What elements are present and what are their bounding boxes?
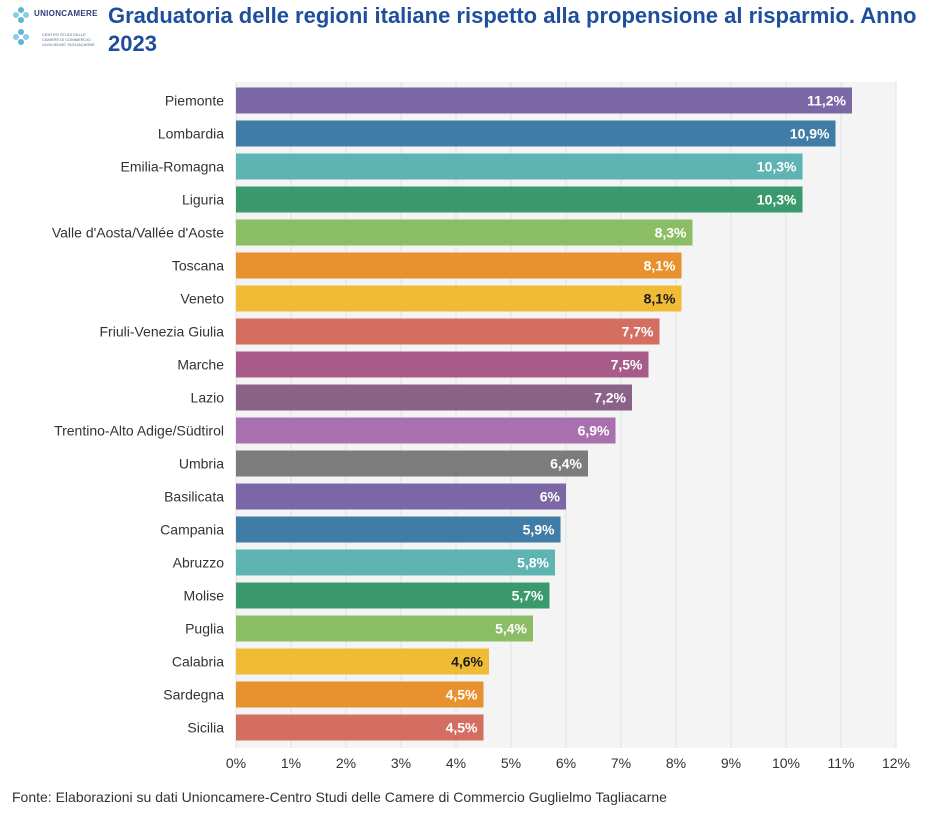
category-label: Valle d'Aosta/Vallée d'Aoste (52, 225, 224, 241)
data-label: 4,5% (446, 720, 478, 736)
x-tick-label: 9% (721, 755, 741, 771)
category-label: Marche (177, 357, 224, 373)
bar (236, 87, 852, 114)
bar (236, 483, 566, 510)
category-label: Friuli-Venezia Giulia (100, 324, 225, 340)
x-tick-label: 7% (611, 755, 631, 771)
data-label: 6% (540, 489, 561, 505)
logo-flower-small-icon (13, 29, 29, 45)
bar (236, 681, 484, 708)
bar (236, 582, 550, 609)
data-label: 10,9% (790, 126, 830, 142)
category-label: Calabria (172, 654, 224, 670)
bar (236, 615, 533, 642)
x-tick-label: 3% (391, 755, 411, 771)
bar (236, 153, 803, 180)
bar (236, 549, 555, 576)
bar (236, 285, 682, 312)
data-label: 7,5% (611, 357, 643, 373)
data-label: 8,1% (644, 291, 676, 307)
logo-brand-text: UNIONCAMERE (34, 9, 98, 18)
category-label: Sardegna (163, 687, 224, 703)
category-label: Abruzzo (173, 555, 225, 571)
category-label: Piemonte (165, 93, 224, 109)
x-tick-label: 11% (828, 755, 855, 771)
source-note: Fonte: Elaborazioni su dati Unioncamere-… (12, 789, 667, 805)
logo-subtext: CENTRO STUDI DELLE CAMERE DI COMMERCIO G… (42, 32, 95, 47)
bar (236, 186, 803, 213)
data-label: 8,3% (655, 225, 687, 241)
data-label: 11,2% (807, 93, 846, 109)
category-label: Lombardia (158, 126, 224, 142)
data-label: 7,2% (594, 390, 626, 406)
data-label: 10,3% (757, 159, 797, 175)
category-label: Liguria (182, 192, 224, 208)
x-tick-label: 8% (666, 755, 686, 771)
category-label: Molise (184, 588, 225, 604)
data-label: 6,4% (550, 456, 582, 472)
data-label: 5,9% (523, 522, 555, 538)
category-label: Umbria (179, 456, 224, 472)
x-tick-label: 10% (772, 755, 800, 771)
x-tick-label: 5% (501, 755, 521, 771)
category-label: Basilicata (164, 489, 224, 505)
category-label: Sicilia (187, 720, 224, 736)
bar (236, 120, 836, 147)
data-label: 7,7% (622, 324, 654, 340)
bar (236, 219, 693, 246)
chart-title: Graduatoria delle regioni italiane rispe… (108, 3, 917, 56)
bar (236, 648, 489, 675)
bar (236, 516, 561, 543)
bar (236, 252, 682, 279)
x-tick-label: 12% (882, 755, 910, 771)
bar (236, 351, 649, 378)
category-label: Campania (160, 522, 224, 538)
category-label: Lazio (191, 390, 225, 406)
data-label: 5,7% (512, 588, 544, 604)
bar-chart: 0% 1% 2% 3% 4% 5% 6% 7% 8% 9% 10% 11% 12% Piemonte 11,… (52, 82, 910, 771)
x-tick-label: 6% (556, 755, 576, 771)
unioncamere-logo: UNIONCAMERE CENTRO STUDI DELLE CAMERE DI… (12, 6, 100, 50)
logo-flower-icon (13, 7, 29, 23)
bar (236, 384, 632, 411)
bar (236, 318, 660, 345)
x-tick-label: 0% (226, 755, 246, 771)
category-label: Toscana (172, 258, 224, 274)
data-label: 5,4% (495, 621, 527, 637)
data-label: 10,3% (757, 192, 797, 208)
bar (236, 714, 484, 741)
data-label: 5,8% (517, 555, 549, 571)
data-label: 4,6% (451, 654, 483, 670)
category-label: Puglia (185, 621, 224, 637)
x-tick-label: 2% (336, 755, 356, 771)
category-label: Trentino-Alto Adige/Südtirol (54, 423, 224, 439)
category-label: Emilia-Romagna (121, 159, 225, 175)
data-label: 4,5% (446, 687, 478, 703)
data-label: 8,1% (644, 258, 676, 274)
x-tick-label: 1% (281, 755, 301, 771)
data-label: 6,9% (578, 423, 610, 439)
bar (236, 450, 588, 477)
bar (236, 417, 616, 444)
x-tick-label: 4% (446, 755, 466, 771)
category-label: Veneto (180, 291, 224, 307)
